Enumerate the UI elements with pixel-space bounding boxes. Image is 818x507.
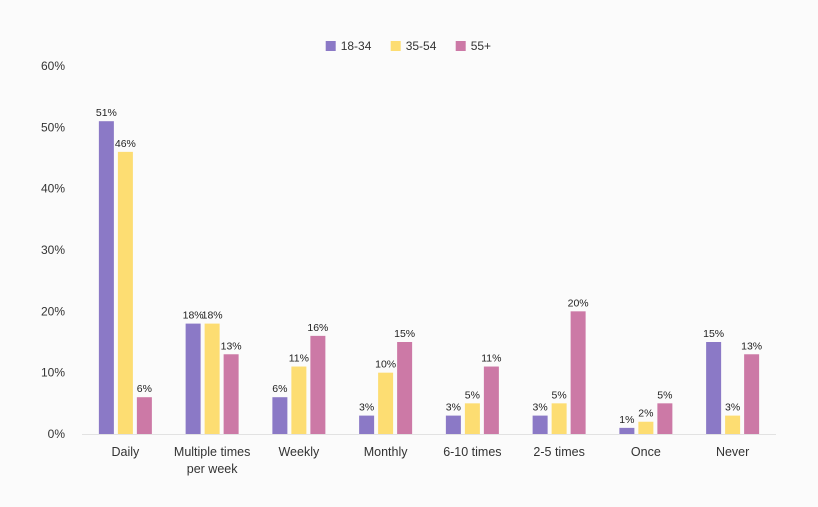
data-label: 6% bbox=[137, 383, 152, 395]
y-axis: 0% 10% 20% 30% 40% 50% 60% bbox=[41, 59, 65, 441]
bar bbox=[445, 415, 461, 434]
y-tick-label: 10% bbox=[41, 366, 65, 380]
legend-swatch bbox=[455, 41, 466, 51]
x-axis: Daily Multiple times per week Weekly Monthly… bbox=[82, 434, 776, 476]
data-label: 20% bbox=[568, 297, 589, 309]
data-label: 1% bbox=[619, 414, 634, 426]
data-label: 10% bbox=[375, 359, 396, 371]
bar bbox=[98, 121, 114, 434]
bar bbox=[532, 415, 548, 434]
legend-swatch bbox=[390, 41, 401, 51]
bar bbox=[136, 397, 152, 434]
legend-item: 35-54 bbox=[390, 39, 437, 53]
y-tick-label: 60% bbox=[41, 59, 65, 73]
data-label: 13% bbox=[741, 340, 762, 352]
bar bbox=[272, 397, 288, 434]
bar bbox=[397, 342, 413, 434]
bar bbox=[464, 403, 480, 434]
legend-swatch bbox=[325, 41, 336, 51]
data-label: 51% bbox=[96, 107, 117, 119]
y-tick-label: 40% bbox=[41, 182, 65, 196]
data-label: 5% bbox=[657, 389, 672, 401]
data-label: 6% bbox=[272, 383, 287, 395]
data-label: 46% bbox=[115, 138, 136, 150]
legend-label: 18-34 bbox=[341, 39, 372, 53]
bar bbox=[204, 323, 220, 434]
bar bbox=[706, 342, 722, 434]
bar bbox=[117, 151, 133, 434]
y-tick-label: 0% bbox=[48, 427, 66, 441]
data-label: 11% bbox=[289, 353, 309, 365]
data-label: 18% bbox=[183, 310, 204, 322]
data-label: 15% bbox=[703, 328, 724, 340]
bar bbox=[378, 372, 394, 434]
bar bbox=[310, 335, 326, 434]
bar bbox=[551, 403, 567, 434]
legend-item: 18-34 bbox=[325, 39, 372, 53]
bar bbox=[483, 366, 499, 434]
y-tick-label: 20% bbox=[41, 304, 65, 318]
data-label: 16% bbox=[307, 322, 328, 334]
data-label: 13% bbox=[221, 340, 242, 352]
data-label: 5% bbox=[465, 389, 480, 401]
data-labels: 51% 46% 6% 18%18% 13% 6% 11% 16% 3% 10% 15% 3% 5% 11%… bbox=[96, 107, 762, 426]
data-label: 2% bbox=[638, 408, 653, 420]
x-tick-label: 6-10 times bbox=[443, 445, 501, 459]
data-label: 3% bbox=[359, 402, 374, 414]
data-label: 18% bbox=[202, 310, 223, 322]
data-label: 3% bbox=[446, 402, 461, 414]
y-tick-label: 50% bbox=[41, 120, 65, 134]
bar bbox=[725, 415, 741, 434]
bar bbox=[185, 323, 201, 434]
data-label: 5% bbox=[552, 389, 567, 401]
legend: 18-34 35-54 55+ bbox=[325, 39, 491, 53]
legend-item: 55+ bbox=[455, 39, 491, 53]
x-tick-label: Multiple times per week bbox=[174, 445, 250, 476]
data-label: 3% bbox=[533, 402, 548, 414]
bar bbox=[359, 415, 375, 434]
x-tick-label: Never bbox=[716, 445, 749, 459]
bar bbox=[619, 427, 635, 434]
bars bbox=[98, 121, 760, 434]
bar bbox=[744, 354, 760, 434]
data-label: 11% bbox=[481, 353, 501, 365]
y-tick-label: 30% bbox=[41, 243, 65, 257]
bar bbox=[657, 403, 673, 434]
bar bbox=[291, 366, 307, 434]
legend-label: 55+ bbox=[471, 39, 491, 53]
x-tick-label: Daily bbox=[111, 445, 140, 459]
bar bbox=[638, 421, 654, 434]
data-label: 3% bbox=[725, 402, 740, 414]
x-tick-label: Once bbox=[631, 445, 661, 459]
data-label: 15% bbox=[394, 328, 415, 340]
x-tick-label: 2-5 times bbox=[533, 445, 584, 459]
legend-label: 35-54 bbox=[406, 39, 437, 53]
bar bbox=[223, 354, 239, 434]
bar bbox=[570, 311, 586, 434]
x-tick-label: Weekly bbox=[278, 445, 320, 459]
x-tick-label: Monthly bbox=[364, 445, 409, 459]
